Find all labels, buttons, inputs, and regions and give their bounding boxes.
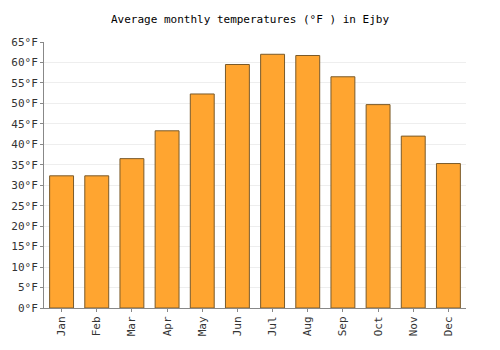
svg-text:30°F: 30°F xyxy=(11,179,38,192)
svg-text:50°F: 50°F xyxy=(11,97,38,110)
svg-text:Sep: Sep xyxy=(336,316,349,336)
svg-text:Mar: Mar xyxy=(125,316,138,336)
svg-text:20°F: 20°F xyxy=(11,220,38,233)
svg-text:10°F: 10°F xyxy=(11,261,38,274)
svg-text:45°F: 45°F xyxy=(11,118,38,131)
svg-text:55°F: 55°F xyxy=(11,77,38,90)
svg-text:35°F: 35°F xyxy=(11,159,38,172)
svg-text:25°F: 25°F xyxy=(11,200,38,213)
svg-text:Aug: Aug xyxy=(301,316,314,336)
svg-text:May: May xyxy=(196,316,209,336)
svg-text:65°F: 65°F xyxy=(11,36,38,49)
svg-text:Average monthly temperatures (: Average monthly temperatures (°F ) in Ej… xyxy=(111,13,390,26)
svg-text:Dec: Dec xyxy=(442,316,455,336)
svg-text:Jan: Jan xyxy=(55,316,68,336)
svg-text:5°F: 5°F xyxy=(18,281,38,294)
svg-text:Apr: Apr xyxy=(161,316,174,336)
svg-text:0°F: 0°F xyxy=(18,302,38,315)
svg-text:15°F: 15°F xyxy=(11,240,38,253)
svg-text:Jun: Jun xyxy=(231,316,244,336)
svg-text:Jul: Jul xyxy=(266,316,279,336)
svg-text:Nov: Nov xyxy=(407,316,420,336)
svg-text:40°F: 40°F xyxy=(11,138,38,151)
svg-text:Oct: Oct xyxy=(372,316,385,336)
svg-text:Feb: Feb xyxy=(90,316,103,336)
svg-text:60°F: 60°F xyxy=(11,56,38,69)
